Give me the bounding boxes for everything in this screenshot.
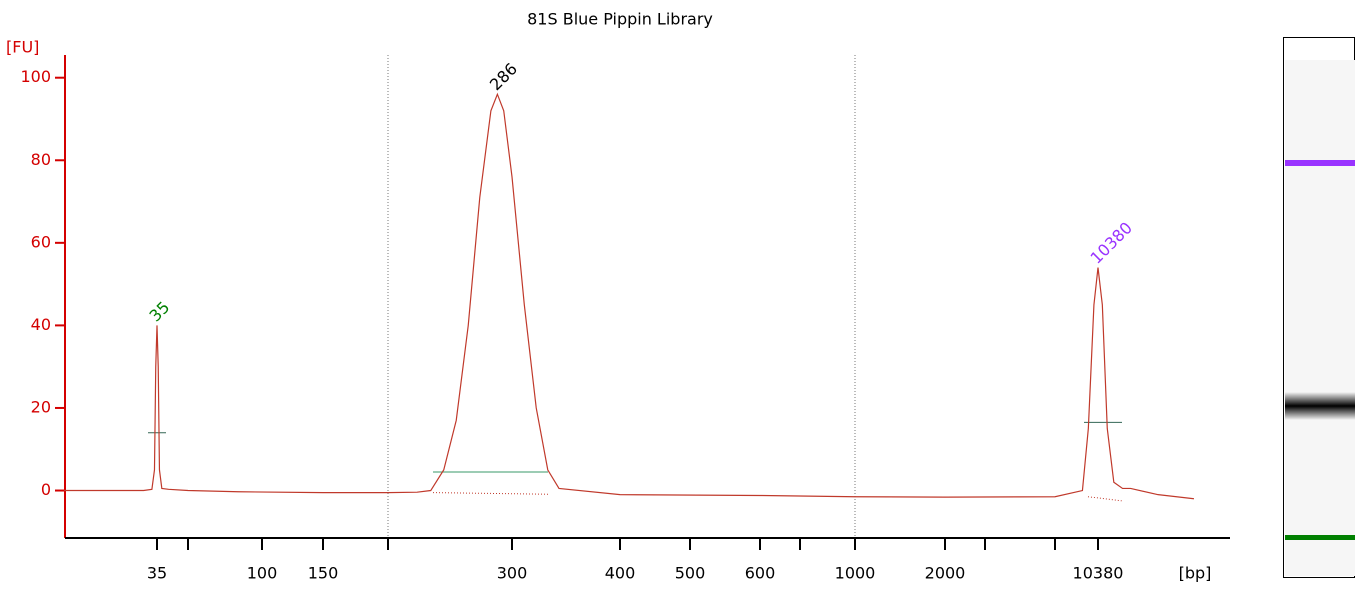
- gel-lane-bg: [1285, 60, 1355, 576]
- x-tick-label: 150: [308, 564, 339, 583]
- x-tick-label: 35: [147, 564, 167, 583]
- y-tick-label: 40: [31, 315, 51, 334]
- x-tick-label: 500: [675, 564, 706, 583]
- plot-area: 0 20 40 60 80 100 35 100 150 300 400 500 600 1000 2000…: [20, 55, 1230, 583]
- y-tick-label: 100: [20, 67, 51, 86]
- x-tick-label: 10380: [1073, 564, 1124, 583]
- x-tick-label: 600: [745, 564, 776, 583]
- peak-label: 35: [146, 298, 174, 326]
- y-tick-label: 80: [31, 150, 51, 169]
- gel-band: [1285, 392, 1355, 420]
- y-tick-label: 60: [31, 232, 51, 251]
- gel-band: [1285, 160, 1355, 166]
- x-tick-label: 2000: [925, 564, 966, 583]
- gel-lane: [1283, 37, 1355, 578]
- y-axis-label: [FU]: [6, 38, 39, 57]
- y-tick-label: 20: [31, 397, 51, 416]
- peak-baseline: [432, 492, 549, 495]
- peak-label: 10380: [1087, 218, 1136, 267]
- gel-band: [1285, 535, 1355, 540]
- chart-title: 81S Blue Pippin Library: [527, 10, 713, 29]
- x-tick-label: 300: [497, 564, 528, 583]
- x-tick-label: 400: [605, 564, 636, 583]
- x-tick-label: 1000: [835, 564, 876, 583]
- x-axis-label: [bp]: [1179, 564, 1212, 583]
- x-tick-label: 100: [247, 564, 278, 583]
- peak-baseline: [1087, 496, 1123, 502]
- trace: [63, 92, 1195, 500]
- peak-label: 286: [486, 59, 521, 94]
- y-tick-label: 0: [41, 480, 51, 499]
